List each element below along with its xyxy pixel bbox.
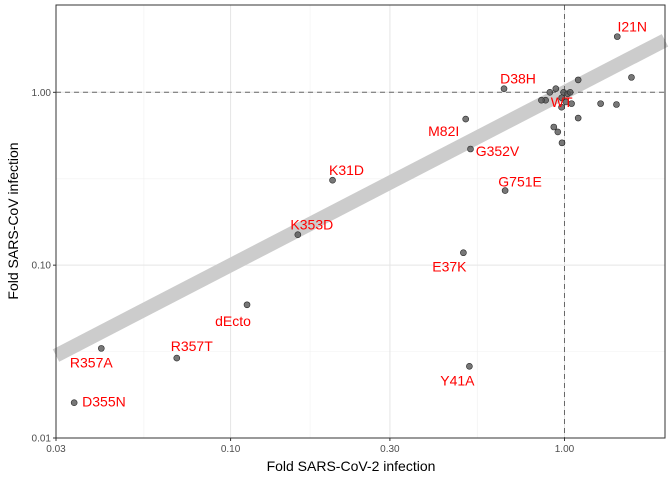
point-label: M82I bbox=[428, 123, 459, 139]
point-label: R357A bbox=[70, 354, 113, 370]
y-tick-label: 1.00 bbox=[32, 88, 52, 99]
y-axis-title: Fold SARS-CoV infection bbox=[5, 142, 21, 299]
data-point bbox=[501, 187, 509, 194]
point-label: K31D bbox=[329, 162, 364, 178]
data-point bbox=[294, 231, 302, 239]
trend-line bbox=[52, 34, 669, 362]
data-point bbox=[97, 345, 105, 352]
data-point bbox=[552, 85, 560, 92]
point-label: G751E bbox=[498, 174, 542, 190]
data-point bbox=[70, 399, 78, 407]
data-point bbox=[597, 100, 604, 107]
data-point bbox=[173, 354, 181, 362]
data-point bbox=[462, 115, 470, 123]
x-tick-label: 0.30 bbox=[380, 444, 400, 455]
data-point bbox=[613, 33, 621, 40]
data-points bbox=[70, 33, 635, 407]
data-point bbox=[554, 128, 562, 136]
data-point bbox=[574, 76, 582, 84]
y-axis: 0.01 0.10 1.00 bbox=[32, 88, 56, 445]
point-label: G352V bbox=[476, 143, 520, 159]
point-label: dEcto bbox=[215, 313, 251, 329]
x-axis-title: Fold SARS-CoV-2 infection bbox=[267, 458, 436, 474]
point-label: K353D bbox=[290, 217, 333, 233]
data-point bbox=[558, 103, 565, 111]
data-point bbox=[243, 301, 251, 309]
x-tick-label: 0.03 bbox=[46, 444, 66, 455]
data-point bbox=[558, 94, 566, 102]
trend-line-group bbox=[52, 34, 669, 362]
point-label: D355N bbox=[82, 394, 126, 410]
point-label: D38H bbox=[500, 71, 536, 87]
y-tick-label: 0.01 bbox=[32, 434, 52, 445]
data-point bbox=[568, 100, 575, 107]
data-point bbox=[466, 362, 473, 370]
data-point bbox=[538, 96, 545, 104]
plot-panel-border bbox=[55, 4, 666, 439]
data-point bbox=[613, 101, 620, 108]
data-point bbox=[574, 114, 582, 122]
point-label: I21N bbox=[617, 19, 647, 35]
y-tick-label: 0.10 bbox=[32, 261, 52, 272]
point-label: WT bbox=[551, 94, 573, 110]
data-point bbox=[566, 89, 574, 96]
data-point bbox=[550, 123, 558, 131]
grid bbox=[55, 5, 665, 439]
data-point bbox=[467, 145, 474, 153]
x-axis: 0.03 0.10 0.30 1.00 bbox=[46, 438, 575, 455]
data-point bbox=[460, 249, 467, 257]
point-label: E37K bbox=[432, 259, 467, 275]
data-point bbox=[628, 74, 635, 81]
data-point bbox=[500, 85, 508, 92]
point-label: Y41A bbox=[440, 372, 475, 388]
data-point bbox=[329, 176, 336, 184]
data-point bbox=[546, 89, 554, 96]
x-tick-label: 0.10 bbox=[221, 444, 241, 455]
x-tick-label: 1.00 bbox=[555, 444, 575, 455]
data-point bbox=[558, 139, 566, 147]
point-label: R357T bbox=[171, 338, 213, 354]
reference-lines bbox=[56, 5, 665, 438]
